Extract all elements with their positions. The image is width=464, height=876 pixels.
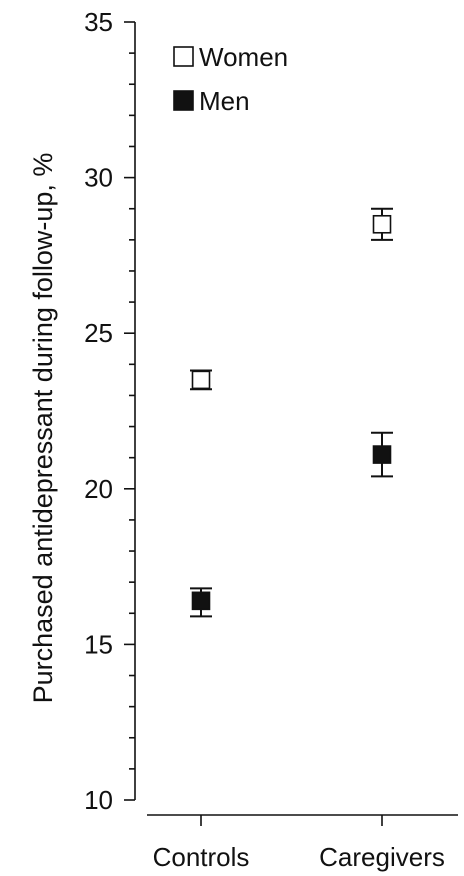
legend-label: Men (199, 86, 250, 116)
x-tick-label: Controls (153, 842, 250, 872)
filled-square-marker (372, 445, 392, 464)
legend-open-square-icon (173, 46, 194, 67)
y-axis-title: Purchased antidepressant during follow-u… (28, 153, 58, 704)
x-axis: Controls Caregivers (147, 814, 458, 872)
open-square-marker (191, 370, 211, 390)
legend-item: Women (173, 42, 288, 72)
y-tick-label: 35 (84, 7, 113, 37)
filled-square-marker (191, 591, 211, 611)
data-marks (190, 207, 393, 618)
data-point (190, 369, 212, 391)
x-tick-label: Caregivers (319, 842, 445, 872)
y-tick-label: 10 (84, 785, 113, 815)
data-point (190, 587, 212, 618)
y-tick-label: 25 (84, 318, 113, 348)
legend-filled-square-icon (173, 90, 194, 111)
data-point (371, 207, 393, 241)
legend-label: Women (199, 42, 288, 72)
y-tick-label: 30 (84, 163, 113, 193)
y-axis: 10 15 20 25 30 35 (84, 7, 136, 815)
data-point (371, 431, 393, 478)
legend-item: Men (173, 86, 250, 116)
y-tick-label: 15 (84, 629, 113, 659)
legend: Women Men (173, 42, 288, 116)
y-tick-label: 20 (84, 474, 113, 504)
open-square-marker (372, 214, 392, 234)
